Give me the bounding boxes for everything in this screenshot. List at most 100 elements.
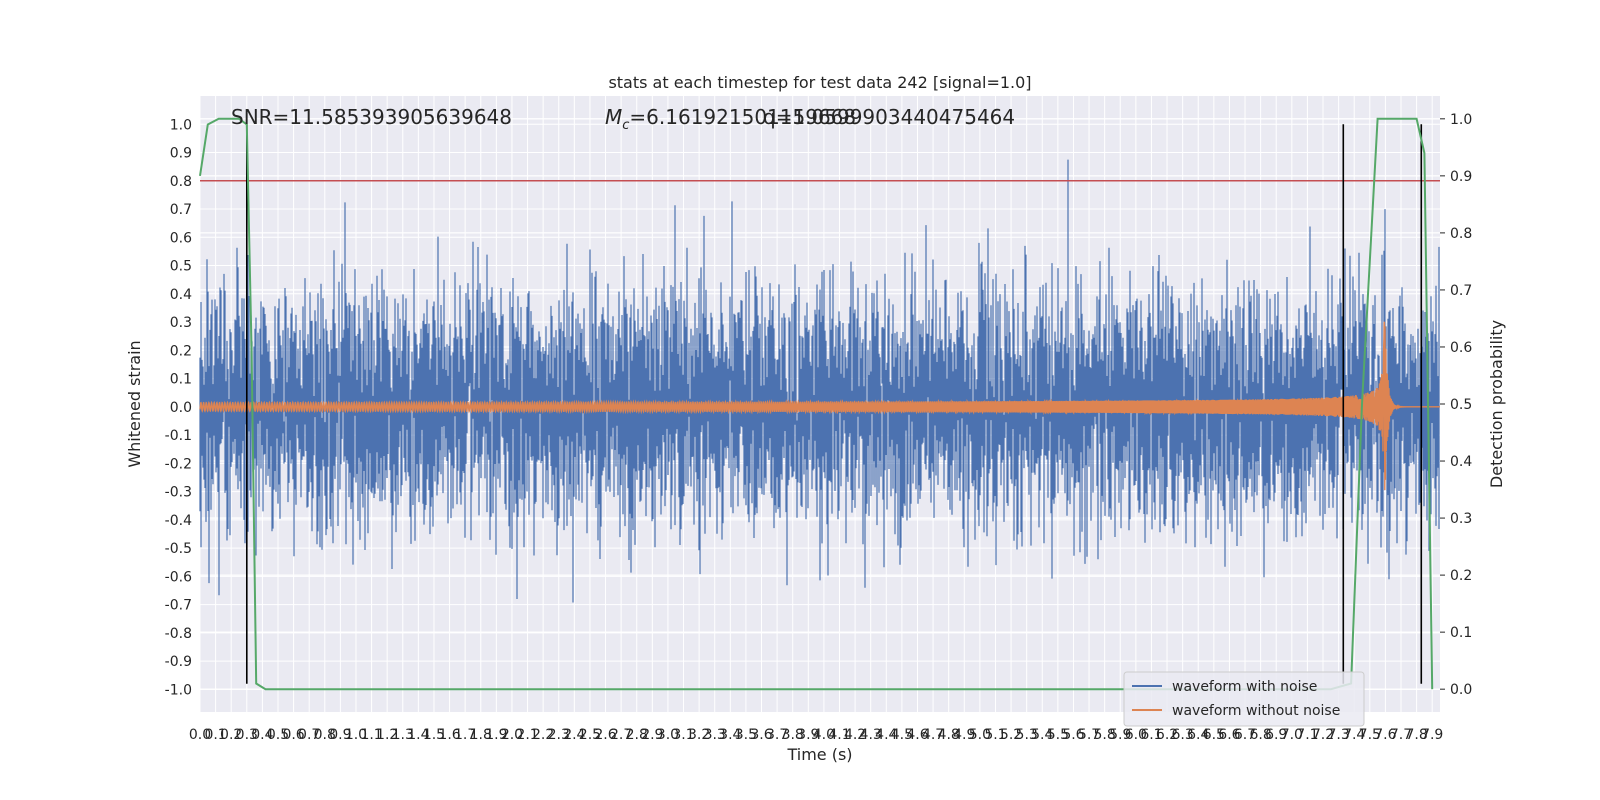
y-tick-label: 0.0	[170, 400, 192, 416]
x-tick-label: 0.5	[267, 727, 289, 743]
x-tick-label: 4.7	[922, 727, 944, 743]
x-tick-label: 5.0	[969, 727, 991, 743]
x-tick-label: 3.6	[750, 727, 772, 743]
y-right-tick-label: 0.1	[1450, 625, 1472, 641]
legend-label-clean: waveform without noise	[1172, 703, 1340, 719]
y-right-tick-label: 0.4	[1450, 454, 1472, 470]
y-axis-label: Whitened strain	[125, 340, 144, 467]
series-waveform-without-noise	[199, 321, 1440, 491]
y-tick-label: -1.0	[165, 682, 192, 698]
y-tick-label: 1.0	[170, 117, 192, 133]
x-tick-label: 2.5	[579, 727, 601, 743]
x-tick-label: 4.8	[938, 727, 960, 743]
y-tick-label: 0.8	[170, 174, 192, 190]
x-tick-label: 3.8	[782, 727, 804, 743]
x-tick-label: 7.9	[1421, 727, 1443, 743]
x-tick-label: 4.6	[906, 727, 928, 743]
y-tick-label: -0.6	[165, 569, 192, 585]
x-tick-label: 6.3	[1172, 727, 1194, 743]
series-waveform-with-noise	[199, 159, 1440, 603]
x-tick-label: 4.3	[860, 727, 882, 743]
y-right-tick-label: 0.3	[1450, 511, 1472, 527]
x-tick-label: 3.3	[704, 727, 726, 743]
x-tick-label: 5.9	[1109, 727, 1131, 743]
y-tick-label: -0.2	[165, 456, 192, 472]
x-tick-label: 6.4	[1187, 727, 1209, 743]
y-tick-label: 0.4	[170, 287, 192, 303]
x-tick-label: 1.3	[392, 727, 414, 743]
y-right-tick-label: 0.9	[1450, 169, 1472, 185]
x-tick-label: 1.1	[360, 727, 382, 743]
x-tick-label: 6.7	[1234, 727, 1256, 743]
x-tick-label: 4.0	[813, 727, 835, 743]
event-markers	[245, 124, 1423, 684]
x-tick-label: 3.4	[719, 727, 741, 743]
legend: waveform with noise waveform without noi…	[1123, 671, 1365, 727]
x-tick-label: 5.7	[1078, 727, 1100, 743]
x-tick-label: 5.5	[1047, 727, 1069, 743]
y-right-tick-label: 0.2	[1450, 568, 1472, 584]
x-tick-label: 6.5	[1203, 727, 1225, 743]
y-tick-label: -0.1	[165, 428, 192, 444]
x-tick-label: 0.8	[314, 727, 336, 743]
x-tick-label: 2.9	[641, 727, 663, 743]
x-tick-label: 5.8	[1094, 727, 1116, 743]
x-tick-label: 1.9	[485, 727, 507, 743]
x-tick-label: 1.8	[470, 727, 492, 743]
x-tick-label: 7.3	[1327, 727, 1349, 743]
x-tick-label: 2.7	[610, 727, 632, 743]
legend-label-noisy: waveform with noise	[1172, 679, 1317, 695]
x-tick-label: 2.2	[532, 727, 554, 743]
x-tick-label: 0.2	[220, 727, 242, 743]
x-tick-label: 7.2	[1312, 727, 1334, 743]
y-tick-label: -0.7	[165, 598, 192, 614]
x-tick-label: 4.2	[844, 727, 866, 743]
x-tick-label: 2.0	[501, 727, 523, 743]
x-tick-label: 3.7	[766, 727, 788, 743]
x-tick-label: 7.7	[1390, 727, 1412, 743]
x-tick-label: 0.7	[298, 727, 320, 743]
y-tick-label: -0.9	[165, 654, 192, 670]
x-tick-label: 3.0	[657, 727, 679, 743]
x-tick-label: 6.0	[1125, 727, 1147, 743]
y-axis-ticks: 1.0 0.9 0.8 0.7 0.6 0.5 0.4 0.3 0.2 0.1 0.0 -0.1 -0.…	[165, 117, 192, 698]
x-tick-label: 7.8	[1405, 727, 1427, 743]
y-tick-label: 0.6	[170, 230, 192, 246]
x-tick-label: 0.0	[189, 727, 211, 743]
x-tick-label: 0.3	[236, 727, 258, 743]
x-tick-label: 6.8	[1249, 727, 1271, 743]
y-tick-label: 0.9	[170, 146, 192, 162]
x-tick-label: 5.6	[1062, 727, 1084, 743]
x-tick-label: 6.6	[1218, 727, 1240, 743]
x-tick-label: 7.6	[1374, 727, 1396, 743]
x-tick-label: 7.0	[1281, 727, 1303, 743]
x-tick-label: 7.4	[1343, 727, 1365, 743]
y-tick-label: 0.1	[170, 372, 192, 388]
x-tick-label: 4.4	[875, 727, 897, 743]
x-tick-label: 3.9	[797, 727, 819, 743]
x-tick-label: 7.5	[1359, 727, 1381, 743]
y-tick-label: -0.5	[165, 541, 192, 557]
x-tick-label: 2.3	[548, 727, 570, 743]
y-right-tick-label: 0.5	[1450, 397, 1472, 413]
y-tick-label: 0.2	[170, 343, 192, 359]
x-axis-ticks: 0.00.10.20.30.40.50.60.70.80.91.01.11.21…	[189, 727, 1443, 743]
x-tick-label: 0.6	[282, 727, 304, 743]
x-tick-label: 1.7	[454, 727, 476, 743]
y-right-tick-label: 1.0	[1450, 112, 1472, 128]
x-tick-label: 5.3	[1016, 727, 1038, 743]
y-tick-label: 0.7	[170, 202, 192, 218]
x-tick-label: 2.6	[594, 727, 616, 743]
x-tick-label: 4.5	[891, 727, 913, 743]
x-tick-label: 1.0	[345, 727, 367, 743]
y-right-axis-ticks: 1.0 0.9 0.8 0.7 0.6 0.5 0.4 0.3 0.2 0.1 0.0	[1440, 112, 1472, 698]
y-tick-label: -0.8	[165, 626, 192, 642]
x-tick-label: 1.5	[423, 727, 445, 743]
x-tick-label: 1.4	[407, 727, 429, 743]
x-tick-label: 3.5	[735, 727, 757, 743]
chart-title: stats at each timestep for test data 242…	[608, 73, 1031, 92]
x-tick-label: 6.1	[1140, 727, 1162, 743]
y-right-tick-label: 0.0	[1450, 682, 1472, 698]
x-tick-label: 3.2	[688, 727, 710, 743]
